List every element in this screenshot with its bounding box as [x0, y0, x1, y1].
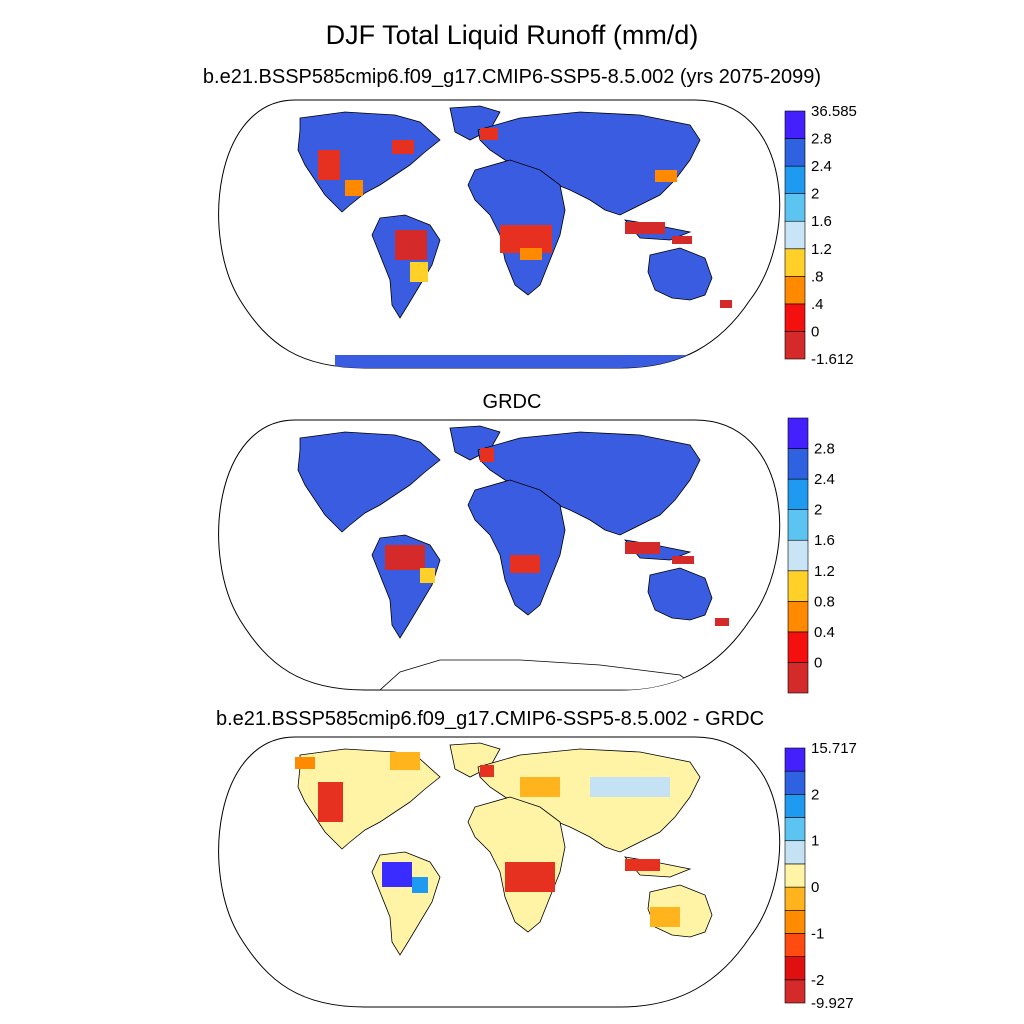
colorbar-box — [784, 886, 806, 911]
colorbar-box — [787, 631, 809, 663]
colorbar-box — [784, 956, 806, 981]
colorbar-label: 2 — [814, 502, 822, 519]
colorbar-label: 2 — [811, 186, 819, 203]
colorbar-label: 0 — [811, 879, 819, 896]
colorbar-label: 0.8 — [814, 593, 835, 610]
runoff-cell — [505, 862, 555, 892]
runoff-cell — [672, 236, 692, 244]
colorbar-box — [784, 770, 806, 795]
runoff-cell — [412, 877, 428, 893]
colorbar-box — [784, 747, 806, 772]
colorbar-box — [787, 539, 809, 572]
colorbar-box — [784, 110, 806, 139]
colorbar-label: 15.717 — [811, 740, 857, 757]
runoff-cell — [345, 180, 363, 196]
runoff-cell — [385, 545, 425, 570]
panel-2-colorbar: 2.8 2.4 2 1.6 1.2 0.8 0.4 0 — [787, 417, 835, 694]
colorbar-box — [784, 220, 806, 250]
panel-3-title: b.e21.BSSP585cmip6.f09_g17.CMIP6-SSP5-8.… — [215, 708, 765, 730]
colorbar-label: 0 — [811, 323, 819, 340]
runoff-cell — [480, 448, 494, 462]
colorbar-label: 1.6 — [811, 213, 832, 230]
colorbar-box — [787, 509, 809, 541]
colorbar-box — [784, 138, 806, 167]
runoff-cell — [590, 777, 670, 797]
runoff-cell — [480, 128, 498, 140]
panel-2-title: GRDC — [482, 391, 542, 413]
colorbar-box — [784, 248, 806, 277]
runoff-cell — [410, 262, 428, 282]
colorbar-box — [784, 863, 806, 888]
runoff-cell — [520, 248, 542, 260]
colorbar-box — [784, 840, 806, 865]
runoff-cell — [382, 862, 412, 887]
runoff-cell — [510, 555, 540, 573]
colorbar-label: 1.2 — [811, 241, 832, 258]
runoff-cell — [625, 542, 660, 554]
colorbar-label: 2 — [811, 786, 819, 803]
colorbar-box — [784, 817, 806, 842]
colorbar-box — [787, 448, 809, 480]
colorbar-label: 1.6 — [814, 532, 835, 549]
colorbar-box — [787, 570, 809, 602]
colorbar-label: -9.927 — [811, 995, 854, 1012]
colorbar-box — [784, 193, 806, 222]
colorbar-label: 0 — [814, 654, 822, 671]
panel-1-title: b.e21.BSSP585cmip6.f09_g17.CMIP6-SSP5-8.… — [202, 66, 822, 88]
colorbar-label: 1 — [811, 833, 819, 850]
colorbar-label: 0.4 — [814, 624, 835, 641]
colorbar-box — [784, 165, 806, 194]
colorbar-box — [787, 417, 809, 449]
panel-3-map — [218, 736, 781, 1008]
colorbar-box — [784, 794, 806, 818]
colorbar-label: -1.612 — [811, 351, 854, 368]
colorbar-box — [787, 601, 809, 633]
runoff-cell — [295, 757, 315, 769]
figure-title: DJF Total Liquid Runoff (mm/d) — [325, 20, 699, 50]
runoff-cell — [520, 777, 560, 797]
colorbar-label: 2.8 — [811, 131, 832, 148]
colorbar-box — [784, 933, 806, 957]
colorbar-box — [784, 331, 806, 360]
runoff-cell — [715, 618, 729, 626]
panel-2-map — [218, 419, 781, 691]
runoff-cell — [625, 222, 665, 234]
colorbar-label: -2 — [811, 972, 824, 989]
colorbar-box — [787, 478, 809, 510]
colorbar-label: 2.8 — [814, 441, 835, 458]
panel-1-colorbar: 36.585 2.8 2.4 2 1.6 1.2 .8 .4 0 -1.612 — [784, 103, 857, 368]
runoff-cell — [650, 907, 680, 927]
colorbar-label: .8 — [811, 268, 824, 285]
colorbar-box — [787, 662, 809, 694]
antarctica-region — [335, 355, 755, 368]
antarctica-outline — [378, 659, 702, 690]
runoff-cell — [655, 170, 677, 182]
runoff-cell — [392, 140, 414, 154]
colorbar-box — [784, 303, 806, 332]
runoff-cell — [318, 782, 343, 822]
panel-3-colorbar: 15.717 2 1 0 -1 -2 -9.927 — [784, 740, 857, 1012]
colorbar-label: 1.2 — [814, 563, 835, 580]
colorbar-label: 2.4 — [811, 158, 832, 175]
panel-1-map — [218, 99, 781, 369]
runoff-cell — [480, 765, 494, 777]
runoff-cell — [420, 568, 435, 583]
runoff-cell — [390, 752, 420, 770]
colorbar-box — [784, 909, 806, 934]
runoff-cell — [720, 300, 732, 308]
runoff-cell — [318, 150, 340, 180]
colorbar-label: 2.4 — [814, 471, 835, 488]
colorbar-label: 36.585 — [811, 103, 857, 120]
colorbar-label: -1 — [811, 925, 824, 942]
runoff-cell — [395, 230, 427, 260]
runoff-cell — [672, 556, 694, 564]
colorbar-box — [784, 276, 806, 305]
colorbar-box — [784, 979, 806, 1004]
runoff-cell — [625, 859, 660, 871]
colorbar-label: .4 — [811, 296, 824, 313]
